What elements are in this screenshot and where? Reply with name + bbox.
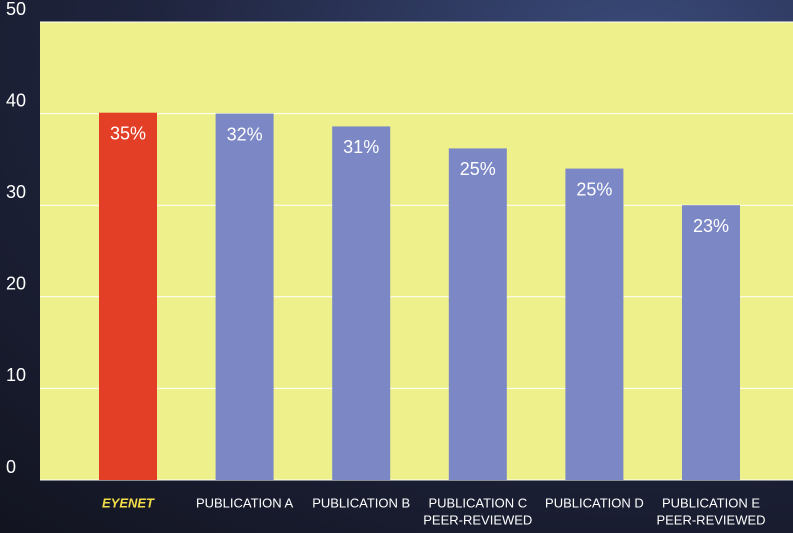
x-tick-label: PUBLICATION D	[545, 495, 644, 510]
y-tick-label: 20	[6, 274, 26, 294]
bar	[682, 205, 740, 480]
bar-label: 31%	[343, 137, 379, 157]
bar-label: 23%	[693, 216, 729, 236]
y-tick-label: 30	[6, 182, 26, 202]
bar-label: 35%	[110, 123, 146, 143]
bar	[565, 168, 624, 480]
x-tick-label: PUBLICATION B	[312, 495, 410, 510]
x-tick-label: PUBLICATION A	[196, 495, 294, 510]
x-tick-label: PUBLICATION E	[662, 495, 760, 510]
bar	[448, 148, 507, 480]
plot-area	[40, 22, 793, 480]
bar-label: 25%	[576, 179, 612, 199]
bar-label: 25%	[460, 159, 496, 179]
bar	[99, 112, 157, 481]
bar	[332, 126, 391, 480]
bar-label: 32%	[227, 124, 263, 144]
y-tick-label: 0	[6, 457, 16, 477]
y-tick-label: 40	[6, 90, 26, 110]
y-tick-label: 50	[6, 0, 26, 19]
x-tick-label: EYENET	[102, 495, 155, 510]
x-tick-label: PUBLICATION C	[428, 495, 527, 510]
bar	[215, 113, 274, 480]
x-tick-label: PEER-REVIEWED	[656, 512, 765, 527]
x-tick-label: PEER-REVIEWED	[423, 512, 532, 527]
y-tick-label: 10	[6, 365, 26, 385]
